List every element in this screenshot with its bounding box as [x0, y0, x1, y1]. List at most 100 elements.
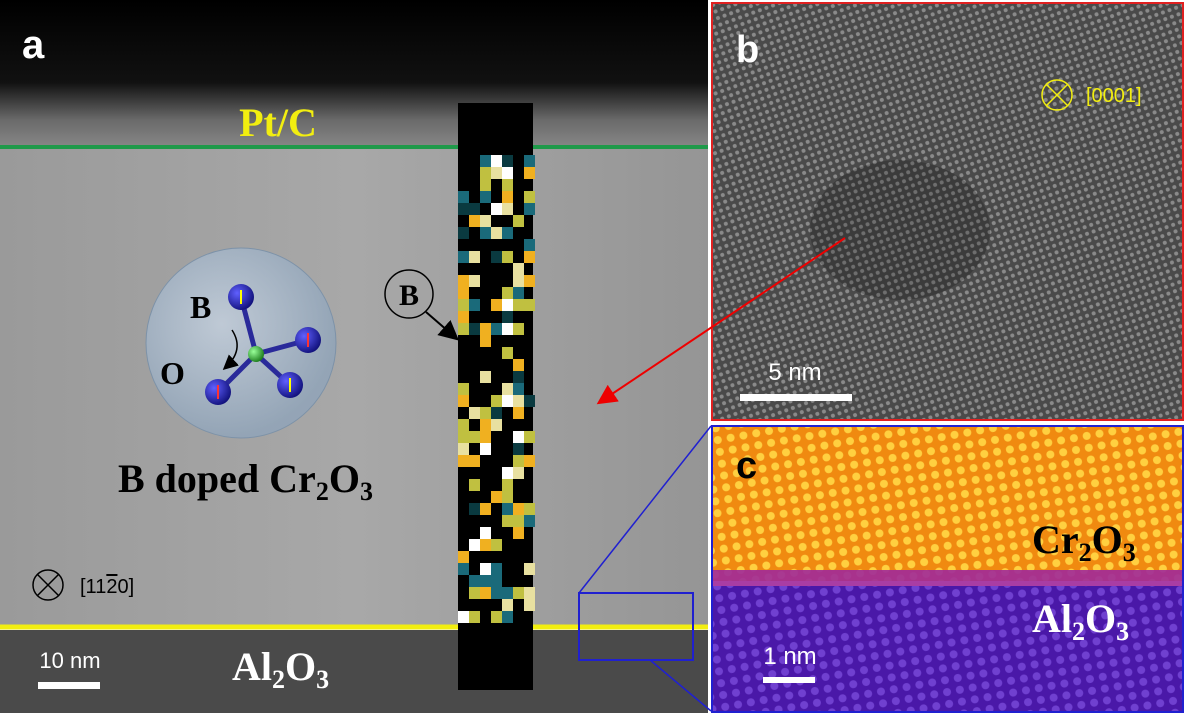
- eds-pixel: [458, 419, 469, 431]
- eds-pixel: [458, 227, 469, 239]
- eds-pixel: [491, 167, 502, 179]
- eds-pixel: [469, 215, 480, 227]
- zone-axis: [0001]: [1086, 85, 1142, 107]
- eds-pixel: [469, 587, 480, 599]
- eds-pixel: [502, 383, 513, 395]
- eds-pixel: [458, 395, 469, 407]
- atom-label: O: [160, 355, 185, 391]
- eds-pixel: [480, 431, 491, 443]
- eds-pixel: [502, 347, 513, 359]
- eds-pixel: [513, 407, 524, 419]
- eds-pixel: [502, 167, 513, 179]
- text-part: 2: [1072, 617, 1085, 646]
- text-part: 3: [360, 477, 373, 506]
- eds-pixel: [491, 395, 502, 407]
- eds-pixel: [502, 587, 513, 599]
- eds-pixel: [458, 383, 469, 395]
- eds-pixel: [469, 455, 480, 467]
- eds-pixel: [502, 491, 513, 503]
- eds-pixel: [491, 491, 502, 503]
- eds-pixel: [502, 467, 513, 479]
- eds-pixel: [524, 155, 535, 167]
- figure: a Pt/C B O B doped Cr2O3 B [1120] 10 nm …: [0, 0, 1185, 713]
- eds-pixel: [513, 383, 524, 395]
- eds-pixel: [469, 251, 480, 263]
- element-label: B: [399, 279, 419, 312]
- eds-pixel: [524, 599, 535, 611]
- eds-pixel: [524, 563, 535, 575]
- panel-a: a Pt/C B O B doped Cr2O3 B [1120] 10 nm …: [0, 0, 711, 713]
- text-part: Al: [232, 644, 272, 689]
- eds-pixel: [502, 287, 513, 299]
- eds-pixel: [491, 575, 502, 587]
- eds-pixel: [458, 443, 469, 455]
- eds-pixel: [513, 503, 524, 515]
- eds-pixel: [502, 179, 513, 191]
- eds-pixel: [469, 479, 480, 491]
- eds-pixel: [480, 167, 491, 179]
- eds-pixel: [458, 611, 469, 623]
- eds-pixel: [513, 359, 524, 371]
- eds-pixel: [458, 311, 469, 323]
- text-part: 3: [316, 665, 329, 694]
- scale-bar-label: 1 nm: [763, 643, 816, 670]
- eds-pixel: [469, 611, 480, 623]
- eds-pixel: [458, 275, 469, 287]
- eds-pixel: [513, 323, 524, 335]
- eds-pixel: [480, 443, 491, 455]
- eds-pixel: [458, 203, 469, 215]
- eds-pixel: [513, 443, 524, 455]
- eds-pixel: [480, 323, 491, 335]
- eds-pixel: [480, 527, 491, 539]
- eds-pixel: [502, 191, 513, 203]
- eds-pixel: [480, 335, 491, 347]
- panel-label: c: [736, 445, 757, 487]
- eds-pixel: [524, 515, 535, 527]
- eds-pixel: [524, 587, 535, 599]
- panel-c: c Cr2O3 Al2O3 1 nm: [712, 426, 1183, 712]
- pt-layer: [0, 0, 708, 150]
- eds-pixel: [491, 203, 502, 215]
- eds-pixel: [524, 167, 535, 179]
- eds-pixel: [513, 299, 524, 311]
- eds-pixel: [480, 191, 491, 203]
- eds-pixel: [480, 215, 491, 227]
- film-label: B doped Cr2O3: [118, 456, 373, 506]
- eds-pixel: [502, 311, 513, 323]
- text-part: O: [329, 456, 360, 501]
- text-part: 3: [1123, 538, 1136, 567]
- eds-pixel: [524, 239, 535, 251]
- eds-pixel: [524, 431, 535, 443]
- panel-b: b [0001] 5 nm: [712, 3, 1183, 420]
- eds-pixel: [502, 227, 513, 239]
- eds-pixel: [480, 419, 491, 431]
- eds-pixel: [491, 587, 502, 599]
- eds-pixel: [502, 299, 513, 311]
- eds-pixel: [524, 191, 535, 203]
- eds-pixel: [513, 275, 524, 287]
- eds-pixel: [491, 251, 502, 263]
- eds-pixel: [480, 371, 491, 383]
- eds-pixel: [502, 323, 513, 335]
- eds-pixel: [491, 227, 502, 239]
- eds-pixel: [513, 587, 524, 599]
- eds-pixel: [513, 515, 524, 527]
- eds-pixel: [513, 527, 524, 539]
- panel-label: b: [736, 29, 759, 71]
- eds-pixel: [458, 563, 469, 575]
- eds-pixel: [513, 263, 524, 275]
- text-part: 2: [272, 665, 285, 694]
- eds-pixel: [458, 431, 469, 443]
- eds-pixel: [469, 299, 480, 311]
- eds-pixel: [513, 287, 524, 299]
- eds-pixel: [491, 539, 502, 551]
- text-part: 2: [316, 477, 329, 506]
- text-part: 2: [106, 576, 117, 598]
- eds-pixel: [513, 371, 524, 383]
- eds-pixel: [502, 503, 513, 515]
- zone-axis: [1120]: [80, 576, 134, 598]
- eds-pixel: [480, 575, 491, 587]
- eds-pixel: [502, 251, 513, 263]
- substrate: [0, 630, 708, 713]
- eds-pixel: [524, 275, 535, 287]
